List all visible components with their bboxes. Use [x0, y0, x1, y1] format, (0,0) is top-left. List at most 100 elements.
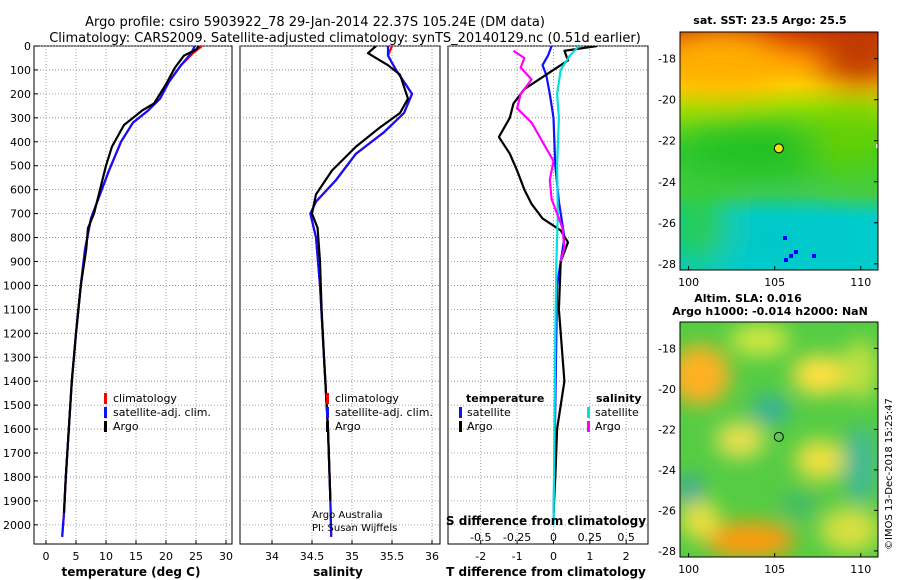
salinity-plot-frame	[239, 45, 441, 545]
depth-tick-label: 400	[10, 136, 31, 149]
depth-tick-label: 200	[10, 88, 31, 101]
sst-missing-pixel	[794, 250, 798, 254]
legend-label-climatology: climatology	[113, 392, 177, 405]
sst-map-ticks: 100 105 110 -18 -20 -22 -24 -26 -28	[658, 53, 878, 289]
x-tick-label: 0	[43, 550, 50, 563]
map-lat-label: -18	[658, 342, 676, 355]
sst-map-title: sat. SST: 23.5 Argo: 25.5	[693, 14, 846, 27]
legend-label-satellite-adj: satellite-adj. clim.	[335, 406, 433, 419]
x-tick-label: -2	[475, 550, 486, 563]
sla-map-title-line-1: Altim. SLA: 0.016	[694, 292, 802, 305]
depth-tick-label: 1000	[3, 279, 31, 292]
temperature-legend: climatology satellite-adj. clim. Argo	[104, 392, 211, 433]
x-tick-label: -1	[512, 550, 523, 563]
legend-swatch-argo	[104, 421, 107, 432]
legend-label-temp-argo: Argo	[467, 420, 493, 433]
series-line-salinity-satellite	[552, 46, 580, 525]
x-tick-label: 5	[73, 550, 80, 563]
series-line-argo	[62, 46, 200, 513]
s-difference-axis-label: S difference from climatology	[446, 514, 646, 528]
legend-swatch-temp-argo	[459, 421, 462, 432]
s-tick-label: -0.25	[503, 531, 531, 544]
series-line-argo	[310, 46, 410, 501]
depth-tick-label: 1600	[3, 423, 31, 436]
map-lon-label: 110	[850, 563, 871, 576]
sst-missing-pixel	[789, 254, 793, 258]
x-tick-label: 2	[623, 550, 630, 563]
map-lon-label: 105	[764, 563, 785, 576]
difference-plot-frame	[447, 45, 649, 545]
legend-title-salinity: salinity	[596, 392, 642, 405]
depth-tick-label: 700	[10, 208, 31, 221]
t-difference-axis-ticks: -2 -1 0 1 2	[475, 540, 630, 563]
map-lat-label: -28	[658, 258, 676, 271]
map-lon-label: 110	[850, 276, 871, 289]
map-lat-label: -18	[658, 53, 676, 66]
sla-argo-location-marker	[773, 431, 784, 442]
map-lat-label: -26	[658, 504, 676, 517]
depth-tick-label: 1100	[3, 303, 31, 316]
legend-swatch-sal-argo	[587, 421, 590, 432]
difference-grid	[448, 45, 648, 544]
depth-tick-label: 100	[10, 64, 31, 77]
sla-map-ticks: 100 105 110 -18 -20 -22 -24 -26 -28	[658, 342, 878, 576]
sst-missing-pixel	[783, 236, 787, 240]
x-tick-label: 30	[219, 550, 233, 563]
sst-missing-pixel	[812, 254, 816, 258]
legend-label-satellite-adj: satellite-adj. clim.	[113, 406, 211, 419]
depth-tick-label: 900	[10, 255, 31, 268]
depth-axis-ticks: 0 100 200 300 400 500 600 700 800 900 1000 1100 1200…	[3, 40, 38, 532]
salinity-axis-ticks: 34 34.5 35 35.5 36	[265, 540, 439, 563]
depth-tick-label: 2000	[3, 519, 31, 532]
x-tick-label: 15	[129, 550, 143, 563]
x-tick-label: 25	[189, 550, 203, 563]
difference-profile-panel: -2 -1 0 1 2 -0.5 -0.25 0 0.25 0.5 T difference f…	[446, 45, 649, 579]
sst-field-variation	[680, 32, 878, 265]
legend-label-climatology: climatology	[335, 392, 399, 405]
legend-swatch-temp-satellite	[459, 407, 462, 418]
map-lat-label: -20	[658, 94, 676, 107]
temperature-grid	[34, 45, 232, 544]
sla-map-panel: Altim. SLA: 0.016 Argo h1000: -0.014 h20…	[658, 292, 879, 576]
difference-legend-salinity: salinity satellite Argo	[587, 392, 642, 433]
salinity-grid	[240, 45, 440, 544]
sst-map-panel: sat. SST: 23.5 Argo: 25.5 100 105 110 -18 -2…	[658, 14, 879, 289]
sst-map-frame	[679, 31, 879, 271]
depth-tick-label: 800	[10, 232, 31, 245]
s-difference-axis-ticks: -0.5 -0.25 0 0.25 0.5	[470, 531, 635, 544]
legend-label-argo: Argo	[335, 420, 361, 433]
credit-pi: PI: Susan Wijffels	[312, 523, 397, 534]
x-tick-label: 1	[586, 550, 593, 563]
sla-field-variation	[680, 324, 878, 557]
depth-tick-label: 1200	[3, 327, 31, 340]
header-line-1: Argo profile: csiro 5903922_78 29-Jan-20…	[85, 15, 545, 30]
map-lat-label: -20	[658, 383, 676, 396]
legend-swatch-climatology	[326, 393, 329, 404]
temperature-axis-ticks: 0 5 10 15 20 25 30	[43, 540, 233, 563]
sla-map-title-line-2: Argo h1000: -0.014 h2000: NaN	[672, 305, 868, 318]
map-lon-label: 105	[764, 276, 785, 289]
salinity-profile-panel: 34 34.5 35 35.5 36 salinity climatology sate…	[239, 45, 441, 579]
salinity-axis-label: salinity	[313, 565, 363, 579]
sst-missing-pixel	[784, 258, 788, 262]
legend-label-sal-satellite: satellite	[595, 406, 639, 419]
s-tick-label: -0.5	[470, 531, 491, 544]
depth-tick-label: 1900	[3, 495, 31, 508]
header-line-2: Climatology: CARS2009. Satellite-adjuste…	[49, 31, 641, 46]
series-line-salinity-argo	[512, 49, 566, 262]
difference-lines	[497, 46, 598, 525]
map-lon-label: 100	[678, 563, 699, 576]
depth-tick-label: 600	[10, 184, 31, 197]
temperature-lines	[61, 46, 203, 537]
credit-argo-australia: Argo Australia	[312, 510, 383, 521]
map-lat-label: -22	[658, 135, 676, 148]
map-lat-label: -26	[658, 217, 676, 230]
series-line-temperature-argo	[497, 46, 598, 513]
x-tick-label: 10	[99, 550, 113, 563]
imos-credit: ©IMOS 13-Dec-2018 15:25:47	[884, 398, 895, 550]
legend-label-temp-satellite: satellite	[467, 406, 511, 419]
map-lat-label: -24	[658, 464, 676, 477]
legend-title-temperature: temperature	[466, 392, 544, 405]
difference-legend-temperature: temperature satellite Argo	[459, 392, 544, 433]
